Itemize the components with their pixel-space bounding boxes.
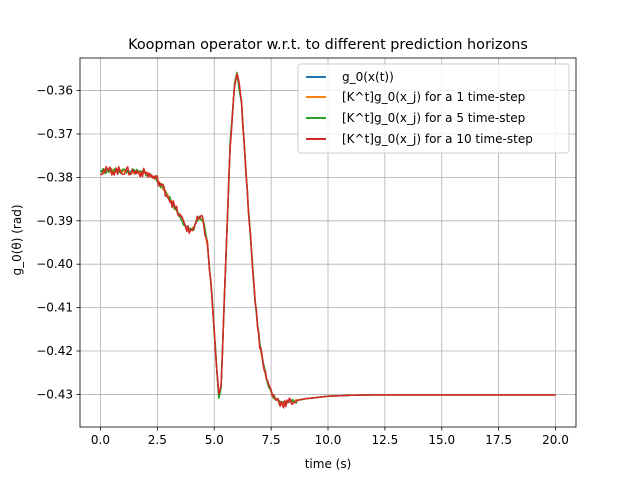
x-tick-label: 15.0 bbox=[428, 433, 455, 447]
legend-box bbox=[297, 63, 570, 154]
series-lines bbox=[99, 71, 556, 409]
x-tick-label: 20.0 bbox=[542, 433, 569, 447]
x-tick-label: 10.0 bbox=[315, 433, 342, 447]
y-tick-label: −0.41 bbox=[36, 301, 73, 315]
y-tick-label: −0.43 bbox=[36, 387, 73, 401]
x-tick-label: 2.5 bbox=[148, 433, 167, 447]
y-tick-label: −0.42 bbox=[36, 344, 73, 358]
x-tick-label: 0.0 bbox=[91, 433, 110, 447]
legend-label-3: [K^t]g_0(x_j) for a 5 time-step bbox=[342, 111, 525, 125]
y-tick-label: −0.39 bbox=[36, 214, 73, 228]
series-line-4 bbox=[99, 73, 556, 409]
y-tick-label: −0.37 bbox=[36, 127, 73, 141]
x-axis-label: time (s) bbox=[305, 457, 352, 471]
chart-title: Koopman operator w.r.t. to different pre… bbox=[128, 37, 528, 53]
y-axis-label: g_0(θ) (rad) bbox=[10, 204, 24, 275]
x-tick-label: 7.5 bbox=[262, 433, 281, 447]
legend-label-4: [K^t]g_0(x_j) for a 10 time-step bbox=[342, 132, 533, 146]
x-tick-label: 12.5 bbox=[372, 433, 399, 447]
legend: g_0(x(t)) [K^t]g_0(x_j) for a 1 time-ste… bbox=[297, 63, 570, 154]
tick-labels: 0.0 2.5 5.0 7.5 10.0 12.5 15.0 17.5 20.0 −0.36 −0.… bbox=[36, 84, 569, 447]
x-tick-label: 5.0 bbox=[205, 433, 224, 447]
y-tick-label: −0.40 bbox=[36, 257, 73, 271]
y-tick-label: −0.36 bbox=[36, 84, 73, 98]
x-tick-label: 17.5 bbox=[485, 433, 512, 447]
legend-label-1: g_0(x(t)) bbox=[342, 70, 394, 84]
legend-label-2: [K^t]g_0(x_j) for a 1 time-step bbox=[342, 90, 525, 104]
y-tick-label: −0.38 bbox=[36, 170, 73, 184]
